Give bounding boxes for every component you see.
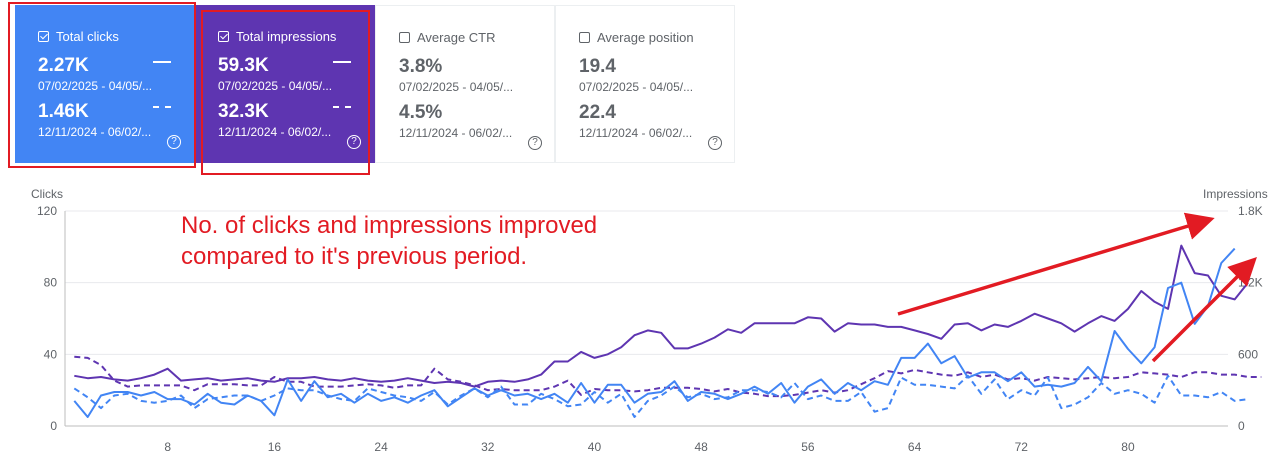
- x-tick-label: 48: [695, 440, 709, 454]
- y-axis-title-left: Clicks: [31, 187, 63, 201]
- x-tick-label: 72: [1015, 440, 1029, 454]
- metric-previous-range: 12/11/2024 - 06/02/...: [218, 125, 332, 139]
- metric-card-total-impressions[interactable]: Total impressions 59.3K 07/02/2025 - 04/…: [195, 5, 375, 163]
- checkbox-unchecked-icon[interactable]: [399, 32, 410, 43]
- x-tick-label: 8: [164, 440, 171, 454]
- x-tick-label: 64: [908, 440, 922, 454]
- metric-previous-range: 12/11/2024 - 06/02/...: [399, 126, 513, 140]
- previous-line-legend: [153, 106, 171, 108]
- checkbox-unchecked-icon[interactable]: [579, 32, 590, 43]
- metric-current-range: 07/02/2025 - 04/05/...: [399, 80, 514, 94]
- x-tick-label: 56: [801, 440, 815, 454]
- metric-previous-value: 1.46K: [38, 101, 89, 122]
- x-tick-label: 40: [588, 440, 602, 454]
- metric-current-value: 2.27K: [38, 55, 89, 76]
- help-icon[interactable]: ?: [708, 136, 722, 150]
- highlight-box-clicks: [8, 2, 196, 168]
- metric-previous-range: 12/11/2024 - 06/02/...: [38, 125, 152, 139]
- y2-tick-label: 0: [1238, 419, 1245, 433]
- y-tick-label: 40: [44, 347, 58, 361]
- help-icon[interactable]: ?: [528, 136, 542, 150]
- metric-current-value: 3.8%: [399, 56, 443, 77]
- metric-current-value: 19.4: [579, 56, 616, 77]
- y2-tick-label: 1.2K: [1238, 276, 1263, 290]
- x-tick-label: 16: [268, 440, 282, 454]
- y-tick-label: 120: [37, 204, 57, 218]
- metric-label: Total impressions: [236, 29, 337, 44]
- metric-card-total-clicks[interactable]: Total clicks 2.27K 07/02/2025 - 04/05/..…: [15, 5, 195, 163]
- metric-label: Total clicks: [56, 29, 119, 44]
- help-icon[interactable]: ?: [167, 135, 181, 149]
- series-line-1: [74, 244, 1249, 388]
- help-icon[interactable]: ?: [347, 135, 361, 149]
- metric-previous-range: 12/11/2024 - 06/02/...: [579, 126, 693, 140]
- metric-previous-value: 22.4: [579, 102, 616, 123]
- y-tick-label: 0: [50, 419, 57, 433]
- metric-card-average-position[interactable]: Average position 19.4 07/02/2025 - 04/05…: [555, 5, 735, 163]
- metric-label: Average position: [597, 30, 694, 45]
- annotation-text: No. of clicks and impressions improved c…: [181, 210, 741, 272]
- y2-tick-label: 1.8K: [1238, 204, 1263, 218]
- highlight-box-impressions: [201, 10, 370, 175]
- metric-card-average-ctr[interactable]: Average CTR 3.8% 07/02/2025 - 04/05/... …: [375, 5, 555, 163]
- series-line-3: [74, 355, 1262, 398]
- annotation-line-2: compared to it's previous period.: [181, 243, 528, 270]
- y-tick-label: 80: [44, 276, 58, 290]
- checkbox-checked-icon[interactable]: [218, 31, 229, 42]
- metric-current-range: 07/02/2025 - 04/05/...: [579, 80, 694, 94]
- metric-label: Average CTR: [417, 30, 496, 45]
- series-line-0: [73, 247, 1236, 418]
- current-line-legend: [153, 61, 171, 63]
- metric-current-value: 59.3K: [218, 55, 269, 76]
- metric-previous-value: 32.3K: [218, 101, 269, 122]
- previous-line-legend: [333, 106, 351, 108]
- metric-previous-value: 4.5%: [399, 102, 443, 123]
- metric-current-range: 07/02/2025 - 04/05/...: [38, 79, 153, 93]
- series-line-2: [73, 374, 1249, 418]
- annotation-arrow-upper: [897, 212, 1215, 316]
- x-tick-label: 24: [374, 440, 388, 454]
- metric-current-range: 07/02/2025 - 04/05/...: [218, 79, 333, 93]
- checkbox-checked-icon[interactable]: [38, 31, 49, 42]
- annotation-arrow-lower: [1151, 257, 1257, 363]
- current-line-legend: [333, 61, 351, 63]
- x-tick-label: 80: [1121, 440, 1135, 454]
- x-tick-label: 32: [481, 440, 495, 454]
- annotation-line-1: No. of clicks and impressions improved: [181, 212, 598, 239]
- y2-tick-label: 600: [1238, 347, 1258, 361]
- y-axis-title-right: Impressions: [1203, 187, 1268, 201]
